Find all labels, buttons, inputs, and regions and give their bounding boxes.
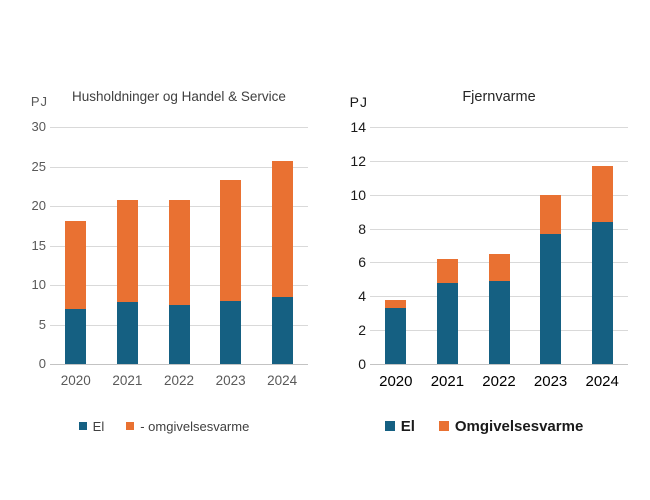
bar-segment-el [436, 282, 458, 364]
legend-swatch [78, 422, 87, 430]
x-tick-label: 2024 [585, 373, 619, 390]
x-tick-label: 2022 [482, 373, 516, 390]
bar-segment-el [385, 308, 407, 364]
legend: El Omgivelsesvarme [355, 415, 613, 437]
y-axis-tick-labels: 0 5 10 15 20 25 30 [8, 85, 46, 385]
x-tick-label: 2020 [379, 373, 413, 390]
x-axis-tick-labels: 2020 2021 2022 2023 2024 [370, 373, 628, 395]
y-tick-label: 15 [31, 237, 46, 253]
legend-label: El [400, 417, 415, 435]
y-axis-tick-labels: 0 2 4 6 8 10 12 14 [328, 85, 366, 385]
bar-segment-el [591, 221, 613, 364]
bar-segment-omgivelsesvarme [591, 165, 613, 222]
gridline [370, 194, 628, 196]
legend-item-el: El [78, 418, 105, 434]
gridline [370, 160, 628, 162]
y-tick-label: 6 [358, 254, 366, 271]
bar-segment-el [168, 304, 190, 364]
y-tick-label: 10 [350, 186, 366, 203]
bar-segment-el [540, 233, 562, 364]
x-axis-tick-labels: 2020 2021 2022 2023 2024 [50, 373, 308, 395]
bar-segment-omgivelsesvarme [168, 200, 190, 305]
bar-segment-omgivelsesvarme [271, 160, 293, 297]
legend-swatch [438, 421, 449, 431]
y-tick-label: 10 [31, 277, 46, 292]
x-tick-label: 2022 [163, 373, 194, 388]
x-tick-label: 2020 [60, 373, 91, 388]
y-tick-label: 14 [350, 119, 366, 135]
bar-segment-el [271, 296, 293, 364]
bar-segment-el [116, 302, 138, 364]
bar-segment-el [65, 308, 87, 364]
x-tick-label: 2021 [430, 373, 465, 390]
gridline [370, 364, 628, 365]
y-tick-label: 2 [358, 322, 366, 339]
plot-area [50, 127, 308, 365]
bar-segment-el [220, 300, 242, 364]
gridline [50, 166, 308, 168]
bar-segment-omgivelsesvarme [385, 299, 407, 309]
chart-husholdninger-handel-service: PJ Husholdninger og Handel & Service 0 5 1… [8, 85, 320, 475]
y-tick-label: 4 [358, 288, 366, 305]
gridline [50, 364, 308, 365]
gridline [370, 228, 628, 230]
legend-label: El [92, 418, 105, 434]
bar-segment-omgivelsesvarme [116, 200, 138, 303]
chart-title: Husholdninger og Handel & Service [72, 89, 286, 104]
x-tick-label: 2023 [215, 373, 246, 388]
legend-swatch [126, 422, 135, 430]
x-tick-label: 2024 [267, 373, 298, 388]
y-tick-label: 0 [38, 356, 46, 371]
legend-swatch [384, 421, 395, 431]
bar-segment-omgivelsesvarme [436, 259, 458, 283]
x-tick-label: 2023 [533, 373, 568, 390]
plot-area [370, 127, 628, 365]
y-tick-label: 30 [31, 119, 46, 134]
legend-label: Omgivelsesvarme [454, 417, 584, 435]
bar-segment-el [488, 281, 510, 364]
gridline [370, 127, 628, 128]
bar-segment-omgivelsesvarme [540, 194, 562, 234]
x-tick-label: 2021 [112, 373, 143, 388]
y-tick-label: 5 [38, 316, 46, 332]
bar-segment-omgivelsesvarme [488, 253, 510, 282]
y-tick-label: 12 [350, 152, 366, 169]
y-axis-unit-label: PJ [349, 94, 368, 110]
bar-segment-omgivelsesvarme [65, 221, 87, 309]
y-tick-label: 20 [31, 198, 46, 213]
legend-item-omgivelsesvarme: Omgivelsesvarme [438, 417, 584, 435]
y-tick-label: 25 [31, 158, 46, 174]
gridline [50, 127, 308, 128]
y-tick-label: 0 [358, 356, 366, 372]
chart-title: Fjernvarme [462, 89, 536, 105]
legend-item-el: El [384, 417, 415, 435]
legend: El - omgivelsesvarme [35, 415, 293, 437]
chart-fjernvarme: PJ Fjernvarme 0 2 4 6 8 10 12 14 2020 2021 2022 20… [328, 85, 640, 475]
bar-segment-omgivelsesvarme [220, 179, 242, 301]
y-axis-unit-label: PJ [30, 94, 48, 109]
legend-item-omgivelsesvarme: - omgivelsesvarme [126, 419, 249, 434]
y-tick-label: 8 [358, 220, 366, 237]
legend-label: - omgivelsesvarme [140, 418, 250, 434]
